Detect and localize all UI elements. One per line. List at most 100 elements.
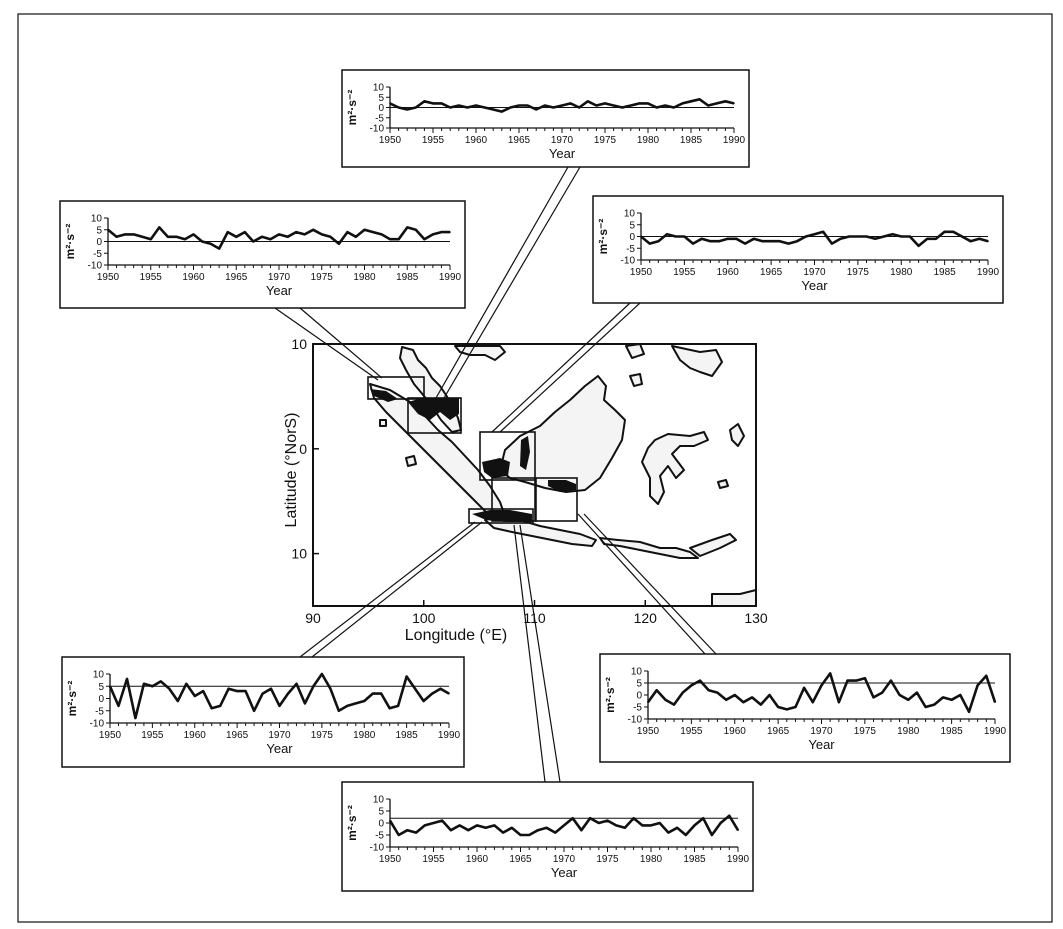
- data-point: [389, 819, 391, 822]
- data-point: [371, 692, 374, 695]
- xtick-label: 1985: [941, 726, 964, 737]
- data-point: [158, 226, 161, 229]
- data-point: [312, 685, 315, 688]
- ytick-label: 10: [93, 670, 105, 681]
- data-point: [716, 691, 719, 694]
- data-point: [728, 815, 731, 817]
- region-box-5: [534, 477, 578, 522]
- xtick-label: 1990: [438, 730, 461, 741]
- data-point: [883, 235, 885, 238]
- y-axis-label: m²·s⁻²: [65, 681, 79, 717]
- data-point: [865, 235, 868, 238]
- data-point: [898, 694, 901, 696]
- connector-top-left: [274, 307, 379, 381]
- data-point: [890, 679, 892, 682]
- xtick-label: 1955: [673, 267, 696, 278]
- data-point: [355, 702, 357, 705]
- data-point: [787, 242, 790, 245]
- data-point: [185, 683, 188, 685]
- xtick-label: 1955: [141, 730, 164, 741]
- data-point: [751, 696, 753, 699]
- data-point: [439, 687, 442, 690]
- data-point: [389, 238, 391, 240]
- data-point: [151, 685, 154, 688]
- xtick-label: 1960: [724, 726, 747, 737]
- xtick-label: 1970: [551, 135, 574, 146]
- data-point: [727, 238, 729, 240]
- data-point: [881, 691, 883, 694]
- data-point: [648, 242, 651, 245]
- data-point: [831, 242, 833, 245]
- data-point: [175, 236, 178, 238]
- data-point: [647, 701, 649, 703]
- data-point: [338, 710, 340, 712]
- data-point: [338, 243, 340, 245]
- data-point: [227, 687, 230, 690]
- xtick-label: 1950: [379, 854, 402, 865]
- panel-frame: [599, 653, 1011, 763]
- data-point: [724, 100, 727, 103]
- data-point: [624, 827, 626, 829]
- y-axis-label: m²·s⁻²: [345, 805, 359, 841]
- data-point: [909, 235, 911, 238]
- xtick-label: 1970: [268, 272, 291, 283]
- connector-bottom-left-2: [311, 521, 483, 658]
- panel-frame: [59, 200, 466, 309]
- data-point: [707, 689, 710, 691]
- data-point: [415, 106, 417, 109]
- data-point: [803, 687, 805, 689]
- data-point: [657, 240, 660, 242]
- connector-bottom-left: [299, 521, 476, 658]
- map-ytick-label: 0: [299, 441, 307, 457]
- data-point: [578, 106, 580, 109]
- data-point: [278, 233, 280, 236]
- data-point: [134, 717, 137, 719]
- data-point: [857, 235, 859, 238]
- data-point: [115, 236, 118, 238]
- data-point: [244, 690, 247, 692]
- landmass-island-w2: [379, 419, 387, 427]
- data-point: [615, 824, 617, 827]
- data-point: [545, 827, 548, 829]
- xtick-label: 1970: [268, 730, 291, 741]
- data-point: [924, 706, 927, 708]
- data-point: [397, 106, 400, 109]
- data-point: [422, 700, 425, 702]
- data-point: [761, 240, 764, 242]
- data-point: [959, 694, 962, 696]
- data-point: [685, 834, 687, 836]
- data-point: [321, 673, 323, 675]
- data-point: [295, 231, 297, 233]
- ytick-label: 0: [378, 103, 384, 114]
- shaded-region-5: [472, 510, 532, 522]
- data-point: [632, 817, 635, 819]
- data-point: [838, 701, 840, 703]
- data-point: [126, 678, 128, 680]
- data-point: [431, 692, 433, 695]
- data-point: [571, 817, 574, 819]
- data-point: [667, 831, 670, 834]
- data-point: [676, 827, 678, 829]
- data-point: [673, 703, 675, 706]
- data-point: [150, 238, 152, 240]
- xtick-label: 1970: [553, 854, 576, 865]
- xtick-label: 1990: [727, 854, 750, 865]
- x-axis-label: Year: [266, 283, 293, 298]
- data-point: [450, 829, 452, 831]
- xtick-label: 1950: [99, 730, 122, 741]
- data-point: [210, 707, 213, 710]
- ytick-label: 10: [624, 209, 636, 220]
- ytick-label: -10: [628, 715, 643, 726]
- data-point: [733, 102, 735, 105]
- landmass-philippines-north: [671, 345, 723, 377]
- data-point: [933, 703, 936, 706]
- ytick-label: 10: [373, 795, 385, 806]
- xtick-label: 1990: [723, 135, 746, 146]
- data-point: [839, 238, 842, 240]
- data-point: [718, 240, 720, 242]
- data-point: [702, 817, 704, 819]
- data-point: [492, 108, 495, 111]
